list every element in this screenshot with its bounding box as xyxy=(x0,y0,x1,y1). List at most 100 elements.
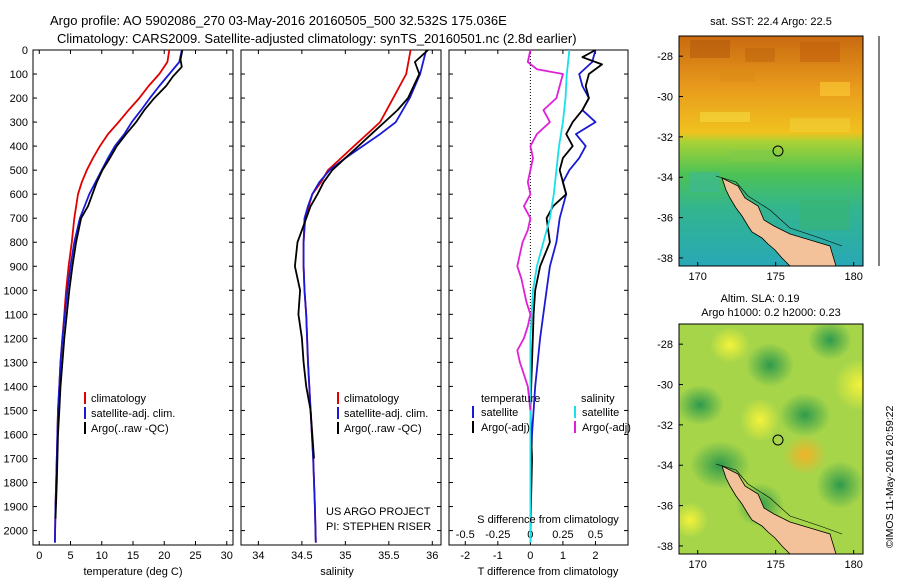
s-diff-tick-label: 0.5 xyxy=(588,529,603,541)
map-x-tick-label: 180 xyxy=(844,271,862,283)
sst-map-frame xyxy=(678,35,864,267)
depth-tick-label: 700 xyxy=(10,213,28,225)
legend-label: Argo(-adj) xyxy=(582,422,631,434)
x-tick-label: 30 xyxy=(221,550,233,562)
map-y-tick-label: -28 xyxy=(657,339,673,351)
series-line-argo-raw-qc- xyxy=(54,49,184,519)
depth-tick-label: 1100 xyxy=(4,309,28,321)
depth-tick-label: 100 xyxy=(10,69,28,81)
series-line-argo-raw-qc- xyxy=(293,49,429,459)
float-location-marker xyxy=(772,434,784,446)
temperature-legend: climatology satellite-adj. clim. Argo(..… xyxy=(84,392,175,435)
x-tick-label: -1 xyxy=(493,550,503,562)
temperature-panel-frame xyxy=(32,49,234,546)
series-line-climatology xyxy=(54,49,171,543)
map-y-tick-label: -38 xyxy=(657,253,673,265)
shelf-contour xyxy=(715,175,843,247)
x-tick-label: 10 xyxy=(96,550,108,562)
depth-tick-label: 1000 xyxy=(4,285,28,297)
salinity-axis-label: salinity xyxy=(320,566,354,578)
x-tick-label: 25 xyxy=(189,550,201,562)
x-tick-label: 0 xyxy=(527,550,533,562)
series-line-satellite-adj-clim- xyxy=(302,49,428,543)
x-tick-label: 35 xyxy=(339,550,351,562)
map-x-tick-label: 170 xyxy=(689,559,707,571)
temperature-panel: 0 5 10 15 20 25 30 xyxy=(36,49,233,562)
legend-group-title: temperature xyxy=(481,393,540,405)
legend-label: climatology xyxy=(91,393,147,405)
depth-tick-label: 0 xyxy=(22,45,28,57)
map-y-tick-label: -30 xyxy=(657,380,673,392)
map-y-tick-label: -36 xyxy=(657,501,673,513)
s-diff-tick-label: 0.25 xyxy=(552,529,573,541)
legend-label: satellite-adj. clim. xyxy=(344,408,428,420)
x-tick-label: 36 xyxy=(426,550,438,562)
header-line-1: Argo profile: AO 5902086_270 03-May-2016… xyxy=(50,13,507,28)
legend-label: Argo(..raw -QC) xyxy=(91,423,169,435)
sst-map-title: sat. SST: 22.4 Argo: 22.5 xyxy=(710,16,832,28)
depth-tick-label: 1500 xyxy=(4,405,28,417)
depth-tick-label: 300 xyxy=(10,117,28,129)
map-y-tick-label: -28 xyxy=(657,51,673,63)
difference-legend: temperature salinity satellite Argo(-adj… xyxy=(472,393,631,434)
legend-label: satellite xyxy=(481,407,518,419)
temperature-axis-label: temperature (deg C) xyxy=(83,566,182,578)
x-tick-label: 20 xyxy=(158,550,170,562)
x-tick-label: -2 xyxy=(460,550,470,562)
depth-tick-label: 500 xyxy=(10,165,28,177)
salinity-panel: 34 34.5 35 35.5 36 xyxy=(252,49,438,562)
depth-tick-label: 600 xyxy=(10,189,28,201)
map-y-tick-label: -34 xyxy=(657,172,673,184)
x-tick-label: 0 xyxy=(36,550,42,562)
legend-label: Argo(-adj) xyxy=(481,422,530,434)
sla-map-frame xyxy=(678,323,864,555)
series-line-satellite xyxy=(529,49,597,543)
difference-panel-frame xyxy=(448,49,629,546)
pi-annotation: PI: STEPHEN RISER xyxy=(326,521,431,533)
difference-panel: -2 -1 0 1 2-0.5 -0.25 0 0.25 0.5 xyxy=(456,49,603,562)
sst-map xyxy=(679,36,863,266)
s-difference-axis-label: S difference from climatology xyxy=(477,514,619,526)
map-x-tick-label: 175 xyxy=(766,271,784,283)
s-diff-tick-label: -0.25 xyxy=(485,529,510,541)
t-difference-axis-label: T difference from climatology xyxy=(478,566,619,578)
map-y-tick-label: -36 xyxy=(657,213,673,225)
depth-tick-label: 1200 xyxy=(4,333,28,345)
map-y-tick-label: -30 xyxy=(657,92,673,104)
shelf-contour xyxy=(715,463,843,535)
x-tick-label: 1 xyxy=(560,550,566,562)
sla-map xyxy=(679,324,863,554)
depth-tick-label: 2000 xyxy=(4,526,28,538)
map-x-tick-label: 180 xyxy=(844,559,862,571)
float-location-marker xyxy=(772,145,784,157)
depth-tick-label: 1300 xyxy=(4,357,28,369)
map-x-tick-label: 170 xyxy=(689,271,707,283)
depth-tick-label: 1400 xyxy=(4,381,28,393)
series-line-argo-adj- xyxy=(529,49,603,531)
legend-group-title: salinity xyxy=(581,393,615,405)
timestamp: ©IMOS 11-May-2016 20:59:22 xyxy=(884,405,896,548)
salinity-legend: climatology satellite-adj. clim. Argo(..… xyxy=(337,392,428,435)
new-zealand-land xyxy=(721,465,837,554)
sla-map-subtitle: Argo h1000: 0.2 h2000: 0.23 xyxy=(701,307,840,319)
s-diff-tick-label: -0.5 xyxy=(456,529,475,541)
new-zealand-land xyxy=(721,177,837,266)
project-annotation: US ARGO PROJECT xyxy=(326,506,431,518)
sst-texture xyxy=(690,40,850,230)
x-tick-label: 5 xyxy=(67,550,73,562)
legend-label: satellite xyxy=(582,407,619,419)
legend-label: climatology xyxy=(344,393,400,405)
x-tick-label: 35.5 xyxy=(378,550,399,562)
x-tick-label: 34 xyxy=(252,550,264,562)
sla-map-title: Altim. SLA: 0.19 xyxy=(721,293,800,305)
map-y-tick-label: -38 xyxy=(657,541,673,553)
series-line-satellite xyxy=(529,49,571,543)
depth-tick-label: 1600 xyxy=(4,429,28,441)
map-x-tick-label: 175 xyxy=(766,559,784,571)
depth-tick-label: 800 xyxy=(10,237,28,249)
map-y-tick-label: -32 xyxy=(657,132,673,144)
salinity-panel-frame xyxy=(240,49,442,546)
series-line-argo-adj- xyxy=(516,49,564,411)
sla-map-axes: 170 175 180 -28 -30 -32 -34 -36 -38 xyxy=(657,339,863,571)
